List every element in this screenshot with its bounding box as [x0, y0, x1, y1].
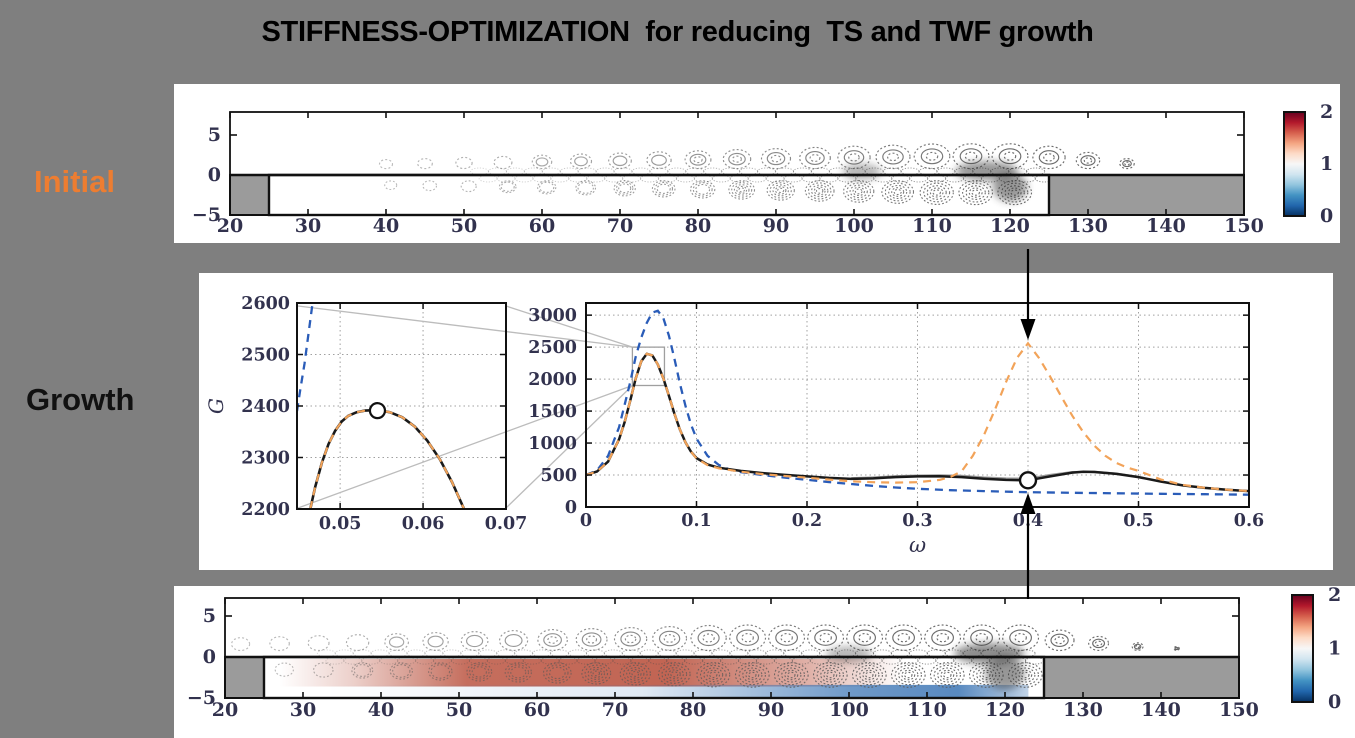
- initial-label: Initial: [34, 164, 115, 199]
- slide-title: STIFFNESS-OPTIMIZATION for reducing TS a…: [261, 16, 1094, 48]
- initial-contour-panel: [174, 84, 1340, 243]
- growth-chart-panel: [199, 273, 1333, 570]
- optimized-contour-panel: [174, 586, 1355, 738]
- growth-label: Growth: [26, 382, 135, 417]
